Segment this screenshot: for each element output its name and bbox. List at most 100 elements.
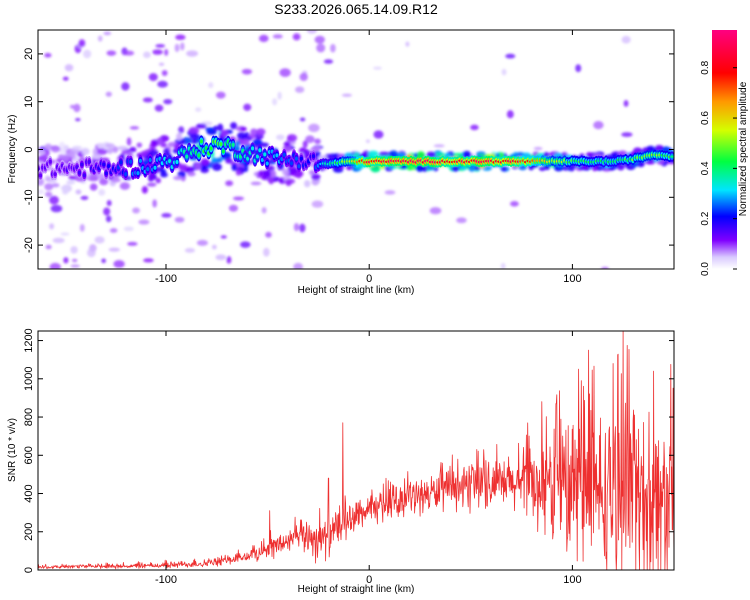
heatmap-ridge-core — [294, 156, 299, 161]
heatmap-ridge-core — [289, 161, 294, 166]
heatmap-cell — [44, 143, 52, 151]
heatmap-cell — [621, 132, 633, 137]
heatmap-cell — [285, 178, 292, 187]
heatmap-cell — [231, 163, 238, 172]
heatmap-cell — [96, 148, 108, 155]
heatmap-cell — [216, 91, 226, 99]
heatmap-cell — [276, 134, 285, 141]
heatmap-cell — [384, 190, 396, 195]
y-tick-label: 400 — [23, 484, 35, 502]
heatmap-cell — [174, 216, 185, 223]
heatmap-ridge-core — [238, 154, 242, 159]
heatmap-cell — [269, 169, 277, 178]
colorbar-tick-label: 0.0 — [700, 262, 711, 276]
heatmap-ridge-core — [197, 153, 201, 158]
heatmap-cell — [456, 217, 467, 224]
heatmap-cell — [148, 149, 159, 157]
y-tick-label: 10 — [23, 96, 35, 108]
chart-title: S233.2026.065.14.09.R12 — [274, 1, 438, 17]
heatmap-cell — [173, 175, 183, 181]
heatmap-cell — [645, 159, 656, 165]
heatmap-ridge — [38, 135, 674, 182]
heatmap-cell — [78, 39, 86, 47]
heatmap-cell — [308, 123, 320, 133]
heatmap-cell — [38, 189, 45, 195]
heatmap-cell — [318, 155, 328, 160]
heatmap-cell — [140, 150, 148, 157]
heatmap-cell — [101, 258, 106, 264]
heatmap-cell — [49, 223, 55, 230]
heatmap-cell — [163, 98, 173, 105]
heatmap-cell — [370, 164, 381, 173]
heatmap-ridge-core — [246, 156, 250, 161]
heatmap-ridge-core — [129, 159, 133, 164]
heatmap-ridge-core — [153, 165, 157, 170]
y-tick-label: 800 — [23, 408, 35, 426]
heatmap-cell — [279, 68, 291, 77]
heatmap-cell — [51, 183, 60, 188]
heatmap-cell — [225, 180, 234, 187]
heatmap-ridge-core — [282, 152, 286, 157]
heatmap-cell — [52, 237, 65, 244]
colorbar-tick-label: 0.2 — [700, 211, 711, 225]
heatmap-cell — [63, 257, 69, 264]
heatmap-cell — [91, 154, 102, 160]
heatmap-cell — [75, 189, 82, 195]
heatmap-x-label: Height of straight line (km) — [298, 285, 415, 296]
heatmap-cell — [138, 219, 150, 225]
heatmap-cell — [295, 86, 305, 93]
heatmap-cell — [121, 82, 130, 91]
heatmap-cell — [607, 166, 616, 171]
heatmap-cell — [623, 100, 629, 107]
heatmap-cell — [155, 177, 161, 184]
heatmap-ridge-core — [185, 154, 189, 159]
heatmap-cell — [240, 241, 251, 248]
snr-series-line — [38, 331, 674, 570]
heatmap-cell — [132, 207, 140, 214]
heatmap-ridge-core — [104, 171, 108, 176]
y-tick-label: 0 — [23, 146, 35, 152]
heatmap-ridge-core — [102, 162, 106, 167]
heatmap-cell — [299, 117, 306, 122]
heatmap-cell — [184, 248, 196, 253]
heatmap-ridge-core — [250, 146, 255, 151]
heatmap-cell — [62, 76, 69, 81]
heatmap-cell — [186, 50, 199, 57]
heatmap-cell — [136, 142, 143, 148]
heatmap-cell — [117, 145, 128, 151]
heatmap-ridge-core — [148, 158, 152, 163]
heatmap-cell — [38, 150, 46, 156]
colorbar-tick-label: 0.8 — [700, 60, 711, 74]
heatmap-cell — [187, 171, 196, 177]
heatmap-ridge-core — [38, 173, 43, 178]
heatmap-cell — [462, 150, 472, 159]
heatmap-cell — [268, 177, 274, 185]
heatmap-cell — [105, 215, 112, 223]
colorbar-tick-label: 0.4 — [700, 161, 711, 175]
heatmap-cell — [121, 150, 128, 155]
colorbar-axis: 0.0 0.2 0.4 0.6 0.8 — [700, 60, 737, 276]
heatmap-cell — [129, 146, 137, 153]
heatmap-cell — [304, 179, 311, 188]
heatmap-y-label: Frequency (Hz) — [7, 115, 18, 184]
y-tick-label: 200 — [23, 523, 35, 541]
heatmap-cell — [97, 35, 103, 42]
heatmap-ridge-core — [311, 154, 316, 159]
heatmap-cell — [216, 157, 223, 163]
heatmap-cell — [60, 232, 70, 236]
heatmap-cell — [378, 151, 390, 156]
heatmap-cell — [217, 123, 224, 132]
heatmap-cell — [83, 49, 92, 59]
heatmap-cell — [150, 139, 158, 147]
heatmap-cell — [141, 185, 148, 194]
heatmap-ridge-core — [670, 155, 674, 158]
heatmap-ridge-core — [48, 159, 52, 164]
heatmap-cell — [585, 152, 593, 158]
heatmap-cell — [178, 164, 188, 172]
heatmap-cell — [230, 122, 238, 130]
heatmap-cell — [235, 169, 242, 176]
heatmap-cell — [58, 147, 67, 154]
x-tick-label: -100 — [155, 574, 177, 586]
heatmap-cell — [265, 231, 272, 238]
